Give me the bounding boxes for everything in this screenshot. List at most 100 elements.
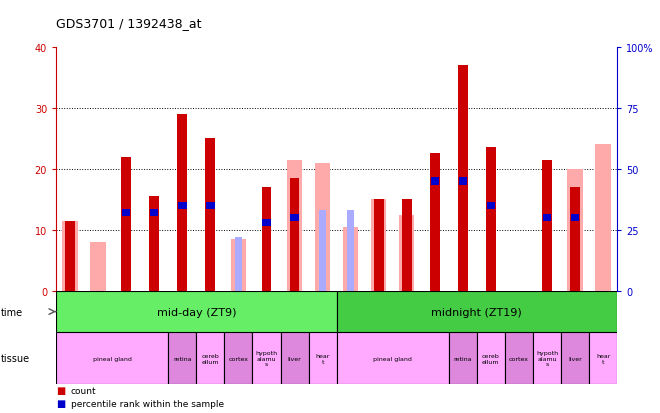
Bar — [261, 188, 271, 291]
Bar — [122, 209, 131, 217]
Text: cortex: cortex — [228, 356, 248, 361]
Bar — [595, 145, 611, 291]
Bar — [150, 209, 158, 217]
Text: GSM310045: GSM310045 — [207, 293, 213, 336]
Text: ■: ■ — [56, 412, 65, 413]
Bar — [589, 332, 617, 384]
Text: cereb
ellum: cereb ellum — [482, 353, 500, 364]
Text: GSM310046: GSM310046 — [488, 293, 494, 336]
Bar — [63, 221, 78, 291]
Text: hear
t: hear t — [315, 353, 330, 364]
Bar — [149, 197, 159, 291]
Text: tissue: tissue — [1, 353, 30, 363]
Bar — [56, 291, 337, 332]
Bar — [568, 169, 583, 291]
Text: ■: ■ — [56, 385, 65, 395]
Text: cereb
ellum: cereb ellum — [201, 353, 219, 364]
Bar — [287, 160, 302, 291]
Bar — [399, 215, 414, 291]
Text: GSM310051: GSM310051 — [292, 293, 298, 336]
Text: liver: liver — [288, 356, 302, 361]
Bar — [231, 240, 246, 291]
Bar — [67, 223, 74, 291]
Bar — [121, 157, 131, 291]
Bar — [252, 332, 280, 384]
Text: ■: ■ — [56, 399, 65, 408]
Bar — [343, 227, 358, 291]
Text: GSM310038: GSM310038 — [151, 293, 157, 336]
Bar — [477, 332, 505, 384]
Text: percentile rank within the sample: percentile rank within the sample — [71, 399, 224, 408]
Bar — [430, 154, 440, 291]
Bar — [309, 332, 337, 384]
Text: GSM310042: GSM310042 — [432, 293, 438, 336]
Bar — [280, 332, 309, 384]
Bar — [505, 332, 533, 384]
Bar — [371, 200, 386, 291]
Text: GSM310049: GSM310049 — [263, 293, 269, 336]
Text: GSM310043: GSM310043 — [180, 293, 185, 336]
Text: GSM310036: GSM310036 — [95, 293, 101, 336]
Bar — [224, 332, 252, 384]
Text: GSM310044: GSM310044 — [460, 293, 466, 336]
Bar — [458, 66, 468, 291]
Text: time: time — [1, 307, 23, 317]
Text: pineal gland: pineal gland — [374, 356, 412, 361]
Text: pineal gland: pineal gland — [93, 356, 131, 361]
Bar — [337, 291, 617, 332]
Text: liver: liver — [568, 356, 582, 361]
Bar — [337, 332, 449, 384]
Bar — [374, 200, 383, 291]
Text: GSM310035: GSM310035 — [67, 293, 73, 336]
Bar — [178, 202, 187, 209]
Text: GSM310053: GSM310053 — [319, 293, 325, 336]
Text: hypoth
alamu
s: hypoth alamu s — [255, 350, 278, 367]
Text: GSM310050: GSM310050 — [544, 293, 550, 336]
Bar — [561, 332, 589, 384]
Bar — [262, 219, 271, 227]
Bar — [402, 200, 412, 291]
Bar — [570, 188, 580, 291]
Text: midnight (ZT19): midnight (ZT19) — [432, 307, 522, 317]
Bar — [459, 178, 467, 185]
Bar — [290, 178, 300, 291]
Text: retina: retina — [453, 356, 472, 361]
Bar — [542, 160, 552, 291]
Bar — [56, 332, 168, 384]
Bar — [486, 202, 495, 209]
Bar — [235, 237, 242, 291]
Bar — [206, 202, 214, 209]
Bar — [90, 242, 106, 291]
Text: GSM310048: GSM310048 — [516, 293, 522, 336]
Text: cortex: cortex — [509, 356, 529, 361]
Bar — [290, 214, 299, 222]
Text: GSM310039: GSM310039 — [348, 293, 354, 336]
Bar — [178, 114, 187, 291]
Text: retina: retina — [173, 356, 191, 361]
Text: GSM310041: GSM310041 — [404, 293, 410, 336]
Text: GSM310047: GSM310047 — [236, 293, 242, 336]
Text: GSM310040: GSM310040 — [376, 293, 381, 336]
Bar — [571, 214, 579, 222]
Bar — [430, 178, 439, 185]
Text: value, Detection Call = ABSENT: value, Detection Call = ABSENT — [71, 412, 214, 413]
Bar — [168, 332, 197, 384]
Text: GDS3701 / 1392438_at: GDS3701 / 1392438_at — [56, 17, 201, 29]
Bar — [205, 139, 215, 291]
Text: hear
t: hear t — [596, 353, 610, 364]
Text: GSM310037: GSM310037 — [123, 293, 129, 336]
Bar — [65, 221, 75, 291]
Text: GSM310054: GSM310054 — [600, 293, 606, 336]
Bar — [543, 214, 551, 222]
Text: mid-day (ZT9): mid-day (ZT9) — [156, 307, 236, 317]
Text: hypoth
alamu
s: hypoth alamu s — [536, 350, 558, 367]
Bar — [197, 332, 224, 384]
Text: count: count — [71, 386, 96, 395]
Bar — [315, 163, 330, 291]
Bar — [533, 332, 561, 384]
Bar — [319, 211, 326, 291]
Bar — [449, 332, 477, 384]
Bar — [347, 211, 354, 291]
Text: GSM310052: GSM310052 — [572, 293, 578, 336]
Bar — [486, 148, 496, 291]
